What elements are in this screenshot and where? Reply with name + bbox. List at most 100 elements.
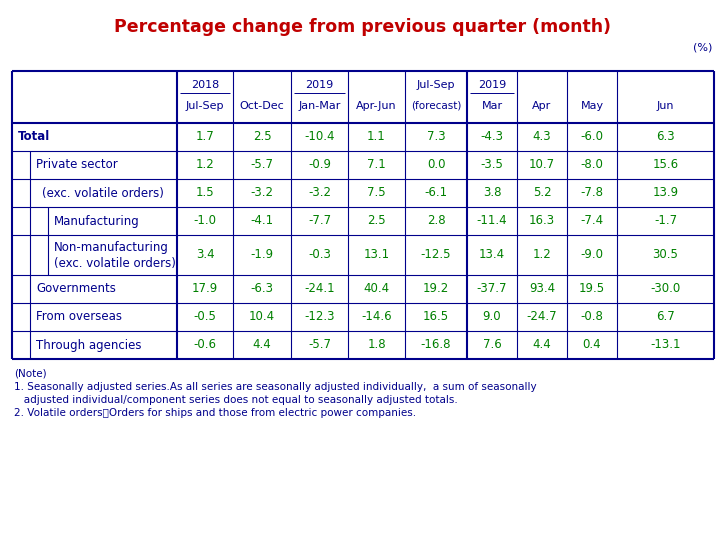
Text: 7.6: 7.6	[483, 339, 502, 351]
Text: -9.0: -9.0	[581, 248, 603, 262]
Text: Governments: Governments	[36, 282, 116, 295]
Text: Percentage change from previous quarter (month): Percentage change from previous quarter …	[115, 18, 611, 36]
Text: 10.7: 10.7	[529, 159, 555, 171]
Text: -30.0: -30.0	[650, 282, 681, 295]
Text: Apr-Jun: Apr-Jun	[356, 101, 397, 111]
Text: 2.5: 2.5	[367, 215, 386, 227]
Text: 13.9: 13.9	[653, 186, 679, 200]
Text: 13.1: 13.1	[364, 248, 390, 262]
Text: -10.4: -10.4	[304, 130, 335, 144]
Text: -0.9: -0.9	[308, 159, 331, 171]
Text: 1.2: 1.2	[533, 248, 551, 262]
Text: -0.8: -0.8	[581, 310, 603, 324]
Text: Manufacturing: Manufacturing	[54, 215, 139, 227]
Text: (forecast): (forecast)	[411, 101, 461, 111]
Text: Mar: Mar	[481, 101, 502, 111]
Text: 4.4: 4.4	[253, 339, 272, 351]
Text: -3.5: -3.5	[481, 159, 503, 171]
Text: 7.1: 7.1	[367, 159, 386, 171]
Text: -7.7: -7.7	[308, 215, 331, 227]
Text: -4.3: -4.3	[481, 130, 504, 144]
Text: 30.5: 30.5	[653, 248, 678, 262]
Text: -24.1: -24.1	[304, 282, 335, 295]
Text: Jul-Sep: Jul-Sep	[186, 101, 224, 111]
Text: -5.7: -5.7	[308, 339, 331, 351]
Text: 10.4: 10.4	[249, 310, 275, 324]
Text: -37.7: -37.7	[477, 282, 507, 295]
Text: Private sector: Private sector	[36, 159, 118, 171]
Text: -12.5: -12.5	[421, 248, 452, 262]
Text: From overseas: From overseas	[36, 310, 122, 324]
Text: 1. Seasonally adjusted series.As all series are seasonally adjusted individually: 1. Seasonally adjusted series.As all ser…	[14, 382, 537, 392]
Text: -11.4: -11.4	[477, 215, 507, 227]
Text: -7.4: -7.4	[581, 215, 603, 227]
Text: -8.0: -8.0	[581, 159, 603, 171]
Text: 93.4: 93.4	[529, 282, 555, 295]
Text: 2. Volatile orders：Orders for ships and those from electric power companies.: 2. Volatile orders：Orders for ships and …	[14, 408, 416, 418]
Text: 7.3: 7.3	[427, 130, 445, 144]
Text: -0.6: -0.6	[194, 339, 216, 351]
Text: 1.2: 1.2	[195, 159, 214, 171]
Text: 16.3: 16.3	[529, 215, 555, 227]
Text: -14.6: -14.6	[362, 310, 392, 324]
Text: -6.3: -6.3	[250, 282, 274, 295]
Text: 1.5: 1.5	[196, 186, 214, 200]
Text: -7.8: -7.8	[581, 186, 603, 200]
Text: -5.7: -5.7	[250, 159, 274, 171]
Text: 2019: 2019	[478, 80, 506, 90]
Text: Total: Total	[18, 130, 50, 144]
Text: 15.6: 15.6	[653, 159, 679, 171]
Text: 13.4: 13.4	[479, 248, 505, 262]
Text: 9.0: 9.0	[483, 310, 502, 324]
Text: Non-manufacturing: Non-manufacturing	[54, 240, 169, 254]
Text: -1.7: -1.7	[654, 215, 677, 227]
Text: 19.5: 19.5	[579, 282, 605, 295]
Text: 0.4: 0.4	[583, 339, 601, 351]
Text: 7.5: 7.5	[367, 186, 386, 200]
Text: -12.3: -12.3	[304, 310, 335, 324]
Text: -3.2: -3.2	[250, 186, 274, 200]
Text: 40.4: 40.4	[364, 282, 390, 295]
Text: -0.5: -0.5	[194, 310, 216, 324]
Text: 1.8: 1.8	[367, 339, 386, 351]
Text: Through agencies: Through agencies	[36, 339, 142, 351]
Text: 1.1: 1.1	[367, 130, 386, 144]
Text: -6.1: -6.1	[425, 186, 447, 200]
Text: -24.7: -24.7	[526, 310, 558, 324]
Text: -1.0: -1.0	[194, 215, 216, 227]
Text: Jan-Mar: Jan-Mar	[298, 101, 340, 111]
Text: May: May	[581, 101, 603, 111]
Text: 2.5: 2.5	[253, 130, 272, 144]
Text: Oct-Dec: Oct-Dec	[240, 101, 285, 111]
Text: 19.2: 19.2	[423, 282, 449, 295]
Text: Jul-Sep: Jul-Sep	[417, 80, 455, 90]
Text: -16.8: -16.8	[421, 339, 452, 351]
Text: (exc. volatile orders): (exc. volatile orders)	[54, 256, 176, 270]
Text: -3.2: -3.2	[308, 186, 331, 200]
Text: Jun: Jun	[657, 101, 674, 111]
Text: -4.1: -4.1	[250, 215, 274, 227]
Text: 3.8: 3.8	[483, 186, 501, 200]
Text: -6.0: -6.0	[581, 130, 603, 144]
Text: 4.3: 4.3	[533, 130, 551, 144]
Text: -1.9: -1.9	[250, 248, 274, 262]
Text: (exc. volatile orders): (exc. volatile orders)	[42, 186, 164, 200]
Text: 0.0: 0.0	[427, 159, 445, 171]
Text: (%): (%)	[693, 43, 712, 53]
Text: Apr: Apr	[532, 101, 552, 111]
Text: 6.7: 6.7	[656, 310, 675, 324]
Text: 5.2: 5.2	[533, 186, 551, 200]
Text: 16.5: 16.5	[423, 310, 449, 324]
Text: 17.9: 17.9	[192, 282, 218, 295]
Text: adjusted individual/component series does not equal to seasonally adjusted total: adjusted individual/component series doe…	[14, 395, 458, 405]
Text: 4.4: 4.4	[533, 339, 551, 351]
Text: 2018: 2018	[191, 80, 219, 90]
Text: -13.1: -13.1	[650, 339, 681, 351]
Text: 1.7: 1.7	[195, 130, 214, 144]
Text: 6.3: 6.3	[656, 130, 674, 144]
Text: 2.8: 2.8	[427, 215, 445, 227]
Text: -0.3: -0.3	[308, 248, 331, 262]
Text: 3.4: 3.4	[196, 248, 214, 262]
Text: (Note): (Note)	[14, 369, 46, 379]
Text: 2019: 2019	[306, 80, 334, 90]
